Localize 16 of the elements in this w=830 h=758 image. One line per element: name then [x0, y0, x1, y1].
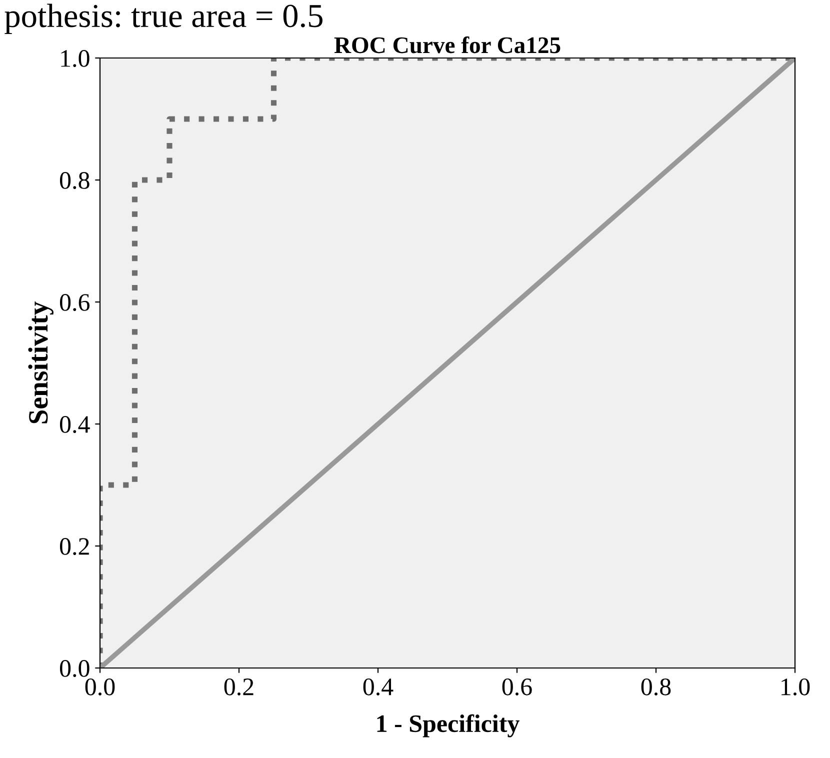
- y-tick-label: 0.8: [60, 172, 90, 190]
- x-tick-label: 0.4: [363, 678, 394, 696]
- x-tick-label: 0.6: [502, 678, 532, 696]
- x-tick-label: 0.8: [641, 678, 671, 696]
- y-axis-title: Sensitivity: [28, 302, 54, 424]
- text: pothesis: true area = 0.5: [4, 4, 322, 34]
- x-tick-label: 0.0: [85, 678, 115, 696]
- y-tick-label: 0.4: [60, 416, 90, 434]
- chart-title: ROC Curve for Ca125: [334, 36, 560, 54]
- y-tick-label: 1.0: [61, 50, 90, 68]
- x-axis-title: 1 - Specificity: [377, 714, 520, 738]
- y-tick-label: 0.0: [60, 660, 90, 678]
- x-tick-label: 1.0: [782, 678, 810, 696]
- y-tick-label: 0.2: [60, 538, 89, 556]
- x-tick-label: 0.2: [224, 678, 254, 696]
- y-tick-label: 0.6: [60, 294, 90, 312]
